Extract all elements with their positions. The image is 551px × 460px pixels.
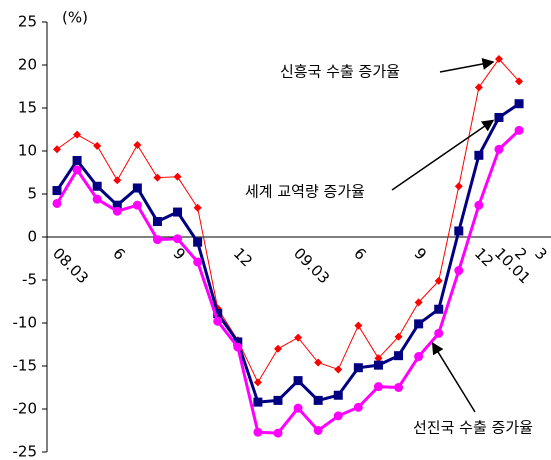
marker	[414, 298, 423, 307]
marker	[253, 427, 263, 437]
marker	[313, 426, 323, 435]
marker	[53, 145, 61, 154]
annotation-arrow	[391, 119, 495, 191]
y-tick-label: -10	[13, 314, 38, 332]
legend-label: 신흥국 수출 증가율	[280, 63, 400, 81]
marker	[514, 99, 524, 109]
marker	[333, 411, 343, 421]
marker	[294, 333, 303, 342]
x-tick-label: 9	[411, 244, 430, 263]
marker	[153, 173, 162, 182]
marker	[353, 402, 363, 412]
marker	[293, 376, 303, 386]
marker	[494, 54, 503, 63]
marker	[454, 266, 464, 276]
x-tick-label: 08.03	[49, 244, 92, 287]
marker	[112, 206, 122, 216]
marker	[253, 378, 262, 387]
marker	[173, 172, 182, 181]
series-line	[55, 129, 521, 435]
marker	[113, 176, 122, 185]
marker	[373, 360, 383, 370]
y-tick-label: 10	[18, 142, 37, 160]
marker	[515, 77, 524, 86]
marker	[354, 321, 363, 330]
marker	[152, 235, 162, 245]
marker	[314, 358, 323, 367]
marker	[72, 165, 82, 175]
marker	[73, 130, 82, 139]
marker	[514, 125, 524, 135]
legend-label: 선진국 수출 증가율	[413, 419, 533, 437]
y-tick-label: 20	[18, 56, 37, 74]
x-tick-label: 6	[350, 244, 369, 263]
marker	[273, 428, 283, 438]
marker	[474, 200, 484, 210]
marker	[394, 351, 404, 361]
x-tick-label: 6	[109, 244, 128, 263]
marker	[273, 344, 282, 353]
y-tick-label: 5	[27, 185, 37, 203]
marker	[434, 276, 443, 285]
marker	[434, 328, 444, 338]
unit-label: (%)	[62, 9, 88, 27]
marker	[52, 198, 62, 208]
y-tick-label: -5	[22, 271, 37, 289]
marker	[353, 363, 363, 373]
marker	[253, 397, 263, 407]
marker	[454, 182, 463, 191]
marker	[394, 383, 404, 392]
marker	[474, 150, 484, 160]
marker	[334, 365, 343, 374]
marker	[414, 319, 424, 329]
marker	[313, 395, 323, 405]
x-tick-label: 12	[230, 244, 256, 270]
annotation-arrow	[431, 342, 476, 413]
marker	[173, 234, 183, 244]
marker	[92, 194, 102, 204]
marker	[213, 316, 223, 326]
marker	[293, 403, 303, 413]
y-tick-label: 15	[18, 99, 37, 117]
marker	[474, 83, 483, 92]
marker	[173, 207, 183, 217]
marker	[374, 354, 383, 363]
marker	[454, 226, 464, 236]
marker	[494, 112, 504, 122]
marker	[333, 390, 343, 400]
marker	[434, 304, 444, 314]
marker	[152, 217, 162, 227]
y-tick-label: -25	[13, 443, 38, 460]
y-tick-label: 25	[18, 13, 37, 31]
marker	[132, 183, 142, 193]
legend-label: 세계 교역량 증가율	[245, 183, 365, 201]
marker	[193, 237, 203, 247]
marker	[112, 200, 122, 210]
x-tick-label: 3	[531, 244, 550, 263]
y-tick-label: -15	[13, 357, 38, 375]
marker	[213, 309, 223, 319]
marker	[494, 144, 504, 154]
marker	[233, 337, 243, 347]
series-line	[56, 58, 520, 384]
marker	[193, 257, 203, 267]
marker	[92, 181, 102, 191]
marker	[273, 395, 283, 405]
marker	[193, 203, 202, 212]
annotation-arrow	[439, 58, 495, 73]
y-tick-label: 0	[27, 228, 37, 246]
marker	[72, 155, 82, 165]
marker	[52, 186, 62, 196]
marker	[414, 352, 424, 362]
marker	[133, 140, 142, 149]
marker	[132, 200, 142, 210]
x-tick-label: 09.03	[290, 244, 333, 287]
y-tick-label: -20	[13, 400, 38, 418]
marker	[233, 342, 243, 352]
marker	[394, 332, 403, 341]
marker	[93, 141, 102, 150]
marker	[373, 382, 383, 392]
